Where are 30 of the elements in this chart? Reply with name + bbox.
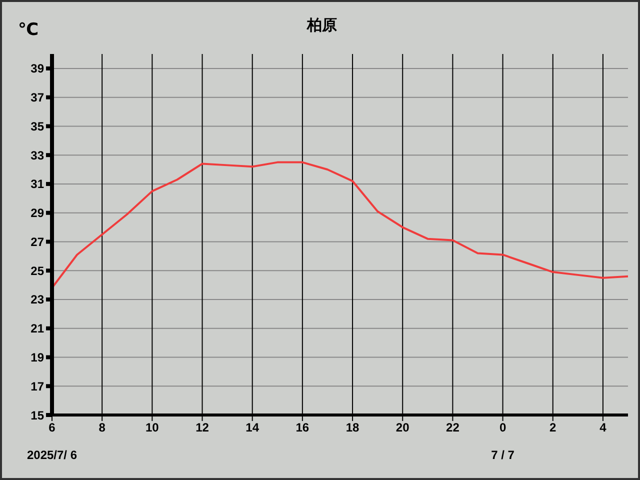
x-tick-label: 2 [550,420,557,435]
y-tick-label: 27 [30,234,44,249]
x-tick-label: 6 [48,420,56,435]
y-tick-label: 25 [30,264,44,278]
y-axis-title: ℃ [18,20,39,40]
x-tick-label: 10 [145,420,160,435]
y-tick-label: 15 [30,408,44,422]
x-tick-label: 22 [446,420,460,435]
x-tick-label: 0 [499,420,506,435]
y-tick-label: 35 [30,119,44,134]
y-tick-label: 21 [30,322,44,336]
y-tick-label: 37 [30,90,44,105]
x-tick-label: 20 [396,420,410,435]
chart-title: 柏原 [307,17,337,34]
x-tick-label: 4 [600,420,607,435]
text: 7 / 7 [491,448,514,462]
text: 2025/7/ 6 [26,448,78,462]
y-tick-label: 23 [30,292,44,307]
x-tick-label: 14 [246,420,260,435]
y-tick-label: 39 [30,62,44,76]
x-tick-label: 16 [296,420,310,435]
y-tick-label: 31 [30,177,44,192]
x-tick-label: 8 [98,420,106,435]
line-series [52,161,628,289]
y-tick-label: 29 [30,206,44,220]
y-tick-label: 33 [30,148,44,162]
y-tick-label: 19 [30,350,44,364]
y-tick-label: 17 [30,379,44,394]
x-tick-label: 18 [346,420,360,435]
x-tick-label: 12 [196,420,210,435]
